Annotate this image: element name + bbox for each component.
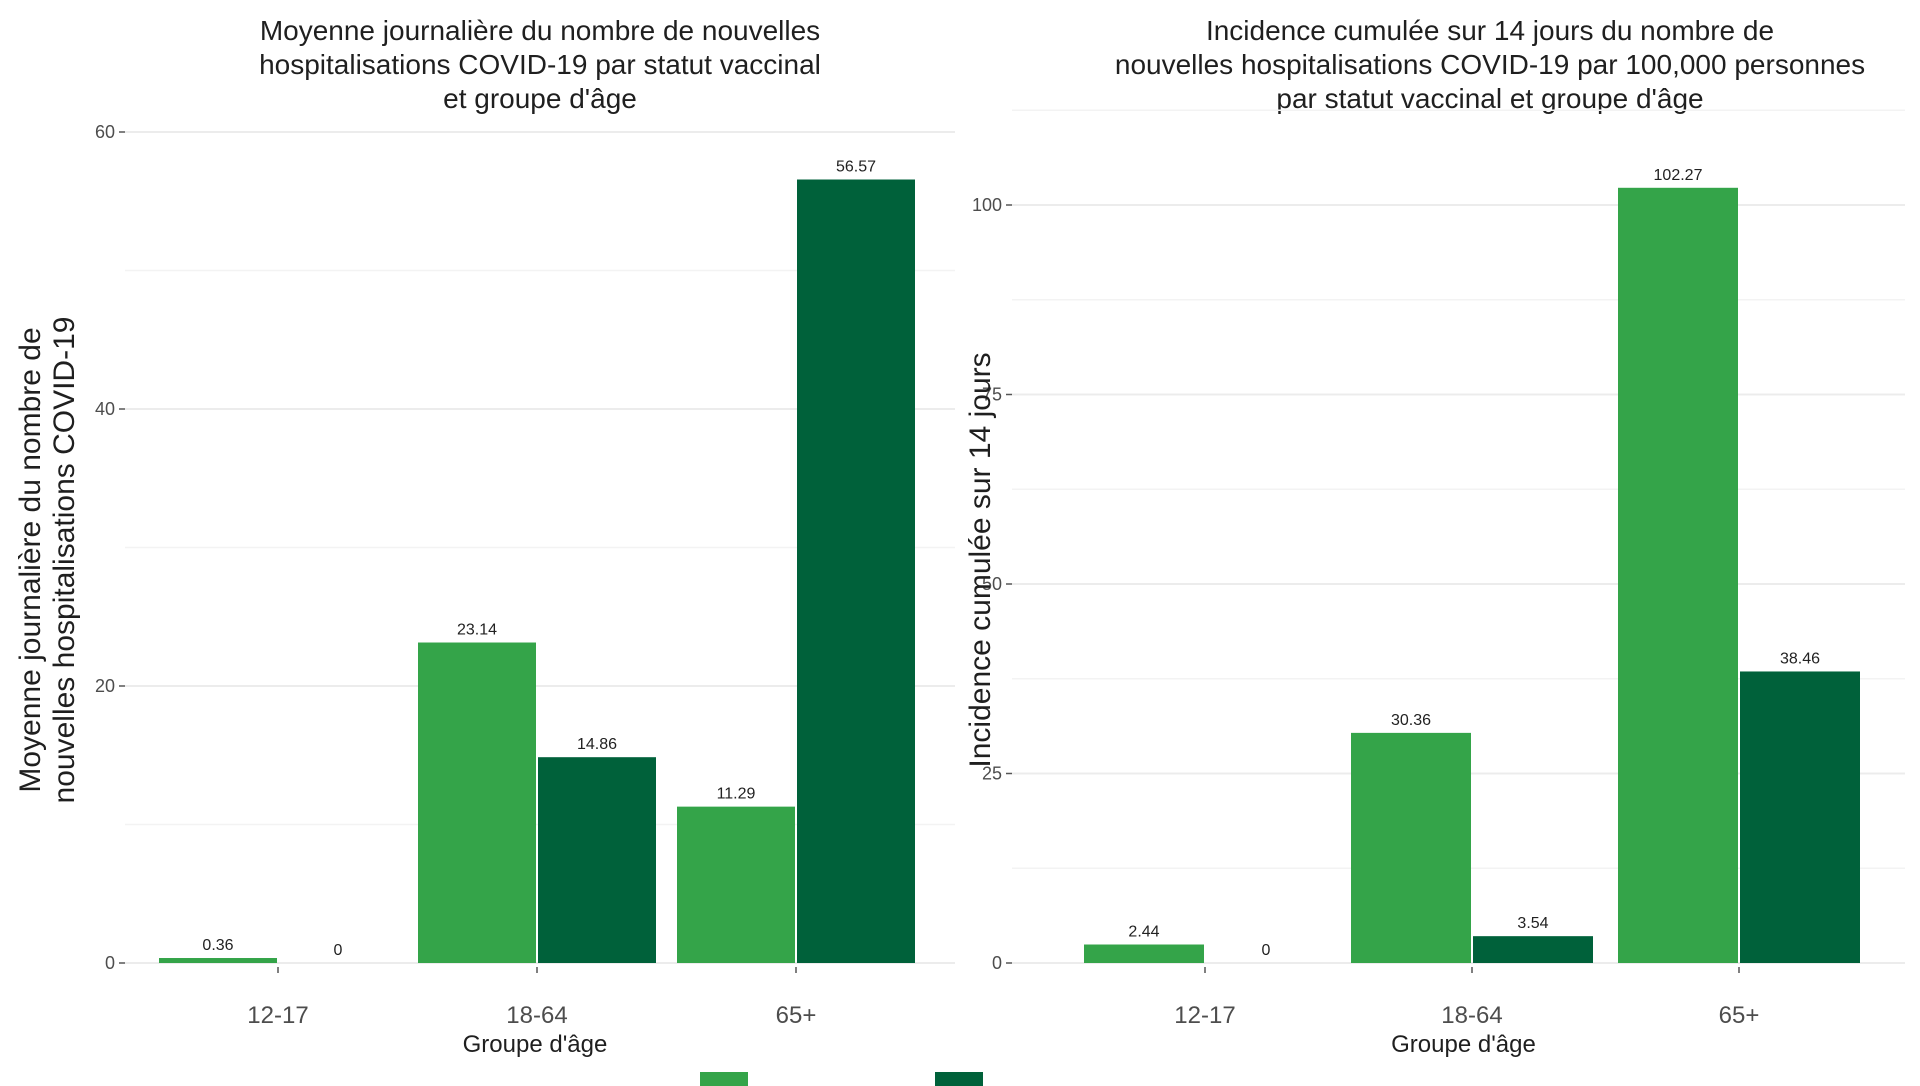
chart-2-data-label: 102.27 [1654,167,1703,184]
chart-2-y-tick-label: 25 [982,764,1002,784]
chart-1-bar-unvaccinated-65+ [677,806,795,963]
chart-1-y-tick-label: 0 [105,953,115,973]
chart-1-y-axis-label: nouvelles hospitalisations COVID-19 [48,317,81,804]
chart-2-y-tick-label: 75 [982,385,1002,405]
legend-swatch-unvaccinated [700,1072,748,1086]
chart-2-y-tick-label: 50 [982,574,1002,594]
chart-1-title: Moyenne journalière du nombre de nouvell… [180,14,900,116]
chart-2-x-tick-label: 65+ [1719,1002,1760,1029]
chart-1-bar-fully-vaccinated-65+ [797,179,915,963]
chart-1-bar-fully-vaccinated-18-64 [538,757,656,963]
chart-2-title-line-1: Incidence cumulée sur 14 jours du nombre… [1205,15,1775,46]
legend-swatch-fully-vaccinated [935,1072,983,1086]
chart-1-x-tick-label: 65+ [776,1002,817,1029]
chart-1-data-label: 0.36 [202,937,233,954]
chart-2-data-label: 0 [1262,942,1271,959]
chart-1-data-label: 14.86 [577,736,617,753]
chart-1-data-label: 23.14 [457,622,497,639]
chart-1-plot: 0 20 40 60 0.36 0 12-17 23.14 14.86 18-64 11.29 56.… [14,122,955,1058]
chart-1-x-tick-label: 12-17 [247,1002,308,1029]
chart-1-bar-unvaccinated-18-64 [418,642,536,963]
chart-1-bar-unvaccinated-12-17 [159,958,277,963]
chart-2-plot: 0 25 50 75 100 2.44 0 12-17 30.36 3.54 18-64 102.27… [964,109,1905,1058]
chart-1-title-line-1: Moyenne journalière du nombre de nouvell… [259,15,821,46]
chart-1-data-label: 56.57 [836,159,876,176]
chart-2-data-label: 30.36 [1391,712,1431,729]
chart-2-y-axis-label: Incidence cumulée sur 14 jours [964,352,997,767]
chart-2-bar-unvaccinated-12-17 [1084,944,1204,963]
chart-2-x-tick-label: 18-64 [1441,1002,1502,1029]
chart-2-bar-fully-vaccinated-18-64 [1473,936,1593,963]
chart-2-title-line-2: nouvelles hospitalisations COVID-19 par … [1114,49,1866,80]
chart-2-x-tick-label: 12-17 [1174,1002,1235,1029]
chart-2-title-line-3: par statut vaccinal et groupe d'âge [1276,83,1704,114]
chart-2-data-label: 2.44 [1128,924,1159,941]
chart-1-data-label: 0 [334,942,343,959]
chart-2-data-label: 38.46 [1780,650,1820,667]
chart-2-bar-unvaccinated-18-64 [1351,732,1471,963]
chart-2-x-axis-label: Groupe d'âge [1391,1031,1536,1058]
chart-1-y-tick-label: 60 [95,122,115,142]
chart-2-title: Incidence cumulée sur 14 jours du nombre… [1060,14,1920,116]
chart-1-title-line-3: et groupe d'âge [443,83,637,114]
chart-1-x-tick-label: 18-64 [506,1002,567,1029]
chart-2-y-tick-label: 0 [992,953,1002,973]
chart-1-data-label: 11.29 [717,786,756,803]
chart-1-title-line-2: hospitalisations COVID-19 par statut vac… [259,49,821,80]
chart-2-y-tick-label: 100 [972,195,1002,215]
chart-2-data-label: 3.54 [1517,915,1548,932]
chart-2-bar-unvaccinated-65+ [1618,187,1738,963]
chart-1-y-tick-label: 20 [95,676,115,696]
chart-1-y-tick-label: 40 [95,399,115,419]
chart-1-x-axis-label: Groupe d'âge [463,1031,608,1058]
chart-2-bar-fully-vaccinated-65+ [1740,671,1860,963]
chart-1-y-axis-label: Moyenne journalière du nombre de [14,327,47,792]
